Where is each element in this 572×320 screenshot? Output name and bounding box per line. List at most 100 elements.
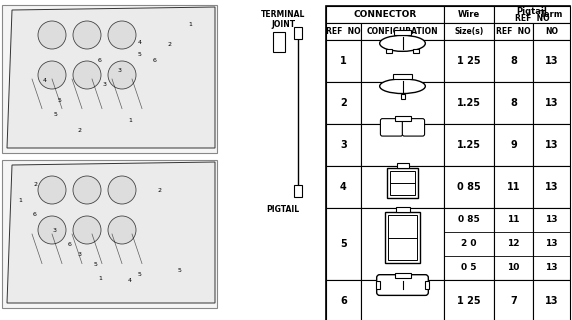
Bar <box>2 5 217 153</box>
Text: PIGTAIL: PIGTAIL <box>267 205 300 214</box>
Text: 4: 4 <box>128 277 132 283</box>
Text: 2: 2 <box>340 98 347 108</box>
Bar <box>426 281 430 289</box>
Text: 13: 13 <box>545 56 558 66</box>
Circle shape <box>108 216 136 244</box>
Text: Wire: Wire <box>458 10 480 19</box>
Text: 2 0: 2 0 <box>461 239 476 249</box>
Text: 1 25: 1 25 <box>457 296 481 306</box>
Text: JOINT: JOINT <box>271 20 295 29</box>
Bar <box>444 40 494 82</box>
Text: 13: 13 <box>545 98 558 108</box>
Text: 1.25: 1.25 <box>457 140 481 150</box>
Bar <box>494 6 570 23</box>
Circle shape <box>38 21 66 49</box>
Bar <box>444 124 494 166</box>
Circle shape <box>108 176 136 204</box>
Text: Term: Term <box>540 10 563 19</box>
FancyBboxPatch shape <box>380 119 403 136</box>
Bar <box>326 23 361 40</box>
Text: REF  NO: REF NO <box>326 27 361 36</box>
Text: 4: 4 <box>138 39 142 44</box>
Text: 13: 13 <box>545 182 558 192</box>
Text: 2: 2 <box>78 127 82 132</box>
Bar <box>326 40 361 82</box>
Text: 8: 8 <box>510 56 517 66</box>
Bar <box>494 82 533 124</box>
Polygon shape <box>7 7 215 148</box>
Text: 1: 1 <box>18 197 22 203</box>
Text: 5: 5 <box>53 113 57 117</box>
Bar <box>533 208 570 280</box>
Bar <box>326 6 570 320</box>
Ellipse shape <box>380 79 426 93</box>
Circle shape <box>73 61 101 89</box>
Bar <box>533 82 570 124</box>
Text: 0 85: 0 85 <box>458 215 480 225</box>
Text: 13: 13 <box>545 263 558 273</box>
Text: 1 25: 1 25 <box>457 56 481 66</box>
Circle shape <box>73 176 101 204</box>
Text: Size(s): Size(s) <box>454 27 483 36</box>
Text: 13: 13 <box>545 296 558 306</box>
Text: 2: 2 <box>168 43 172 47</box>
Text: 5: 5 <box>58 98 62 102</box>
Text: 5: 5 <box>178 268 182 273</box>
Bar <box>361 23 444 40</box>
Text: 5: 5 <box>93 262 97 268</box>
Bar <box>361 166 444 208</box>
Ellipse shape <box>380 36 426 51</box>
Bar <box>273 32 285 52</box>
Bar <box>326 280 361 320</box>
Text: 1: 1 <box>98 276 102 281</box>
Bar <box>494 208 533 280</box>
Text: 1: 1 <box>340 56 347 66</box>
Text: 2: 2 <box>158 188 162 193</box>
Text: 11: 11 <box>507 182 521 192</box>
Text: 4: 4 <box>43 77 47 83</box>
Text: 2: 2 <box>33 182 37 188</box>
Bar <box>400 93 404 99</box>
Bar <box>361 124 444 166</box>
Bar <box>326 82 361 124</box>
Text: 10: 10 <box>507 263 520 273</box>
Bar <box>494 280 533 320</box>
Bar <box>395 116 411 121</box>
Bar <box>387 168 418 197</box>
Bar <box>326 208 361 280</box>
Text: 12: 12 <box>507 239 520 249</box>
Text: 3: 3 <box>53 228 57 233</box>
Text: REF  NO: REF NO <box>496 27 531 36</box>
Text: 13: 13 <box>545 239 558 249</box>
Text: 0 85: 0 85 <box>457 182 481 192</box>
Circle shape <box>73 21 101 49</box>
Bar <box>533 280 570 320</box>
Text: TERMINAL: TERMINAL <box>261 10 305 19</box>
Bar <box>2 160 217 308</box>
Bar <box>294 27 302 39</box>
Bar <box>533 23 570 40</box>
Bar <box>385 212 420 263</box>
Text: Pigtail: Pigtail <box>517 7 547 16</box>
Polygon shape <box>7 162 215 303</box>
Text: 5: 5 <box>138 273 142 277</box>
Bar <box>396 163 408 168</box>
Circle shape <box>108 61 136 89</box>
Bar <box>395 207 410 212</box>
Bar <box>533 166 570 208</box>
Bar <box>494 40 533 82</box>
Bar <box>376 281 380 289</box>
Bar <box>494 124 533 166</box>
Text: 1: 1 <box>188 22 192 28</box>
Text: 0 5: 0 5 <box>461 263 476 273</box>
Bar <box>444 166 494 208</box>
Bar <box>361 208 444 280</box>
Bar <box>294 185 302 197</box>
Text: 3: 3 <box>118 68 122 73</box>
Bar <box>444 208 494 280</box>
Text: 11: 11 <box>507 215 520 225</box>
Circle shape <box>38 216 66 244</box>
Bar <box>390 171 415 195</box>
Bar <box>326 166 361 208</box>
Text: 6: 6 <box>98 58 102 62</box>
